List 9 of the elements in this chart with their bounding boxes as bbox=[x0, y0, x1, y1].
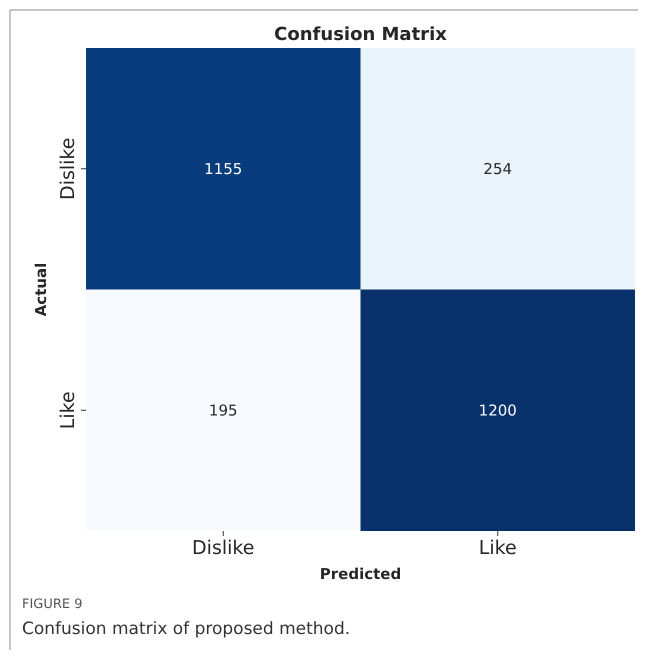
text: Confusion matrix of proposed method. bbox=[22, 619, 350, 639]
data-label: 195 bbox=[208, 402, 238, 420]
chart-title: Confusion Matrix bbox=[274, 24, 448, 45]
data-label: 1155 bbox=[204, 160, 242, 178]
y-axis-title: Actual bbox=[32, 262, 50, 316]
x-axis-title: Predicted bbox=[320, 565, 402, 583]
data-label: 254 bbox=[483, 160, 512, 178]
data-label: 1200 bbox=[478, 402, 517, 420]
caption: FIGURE 9 bbox=[22, 597, 83, 612]
